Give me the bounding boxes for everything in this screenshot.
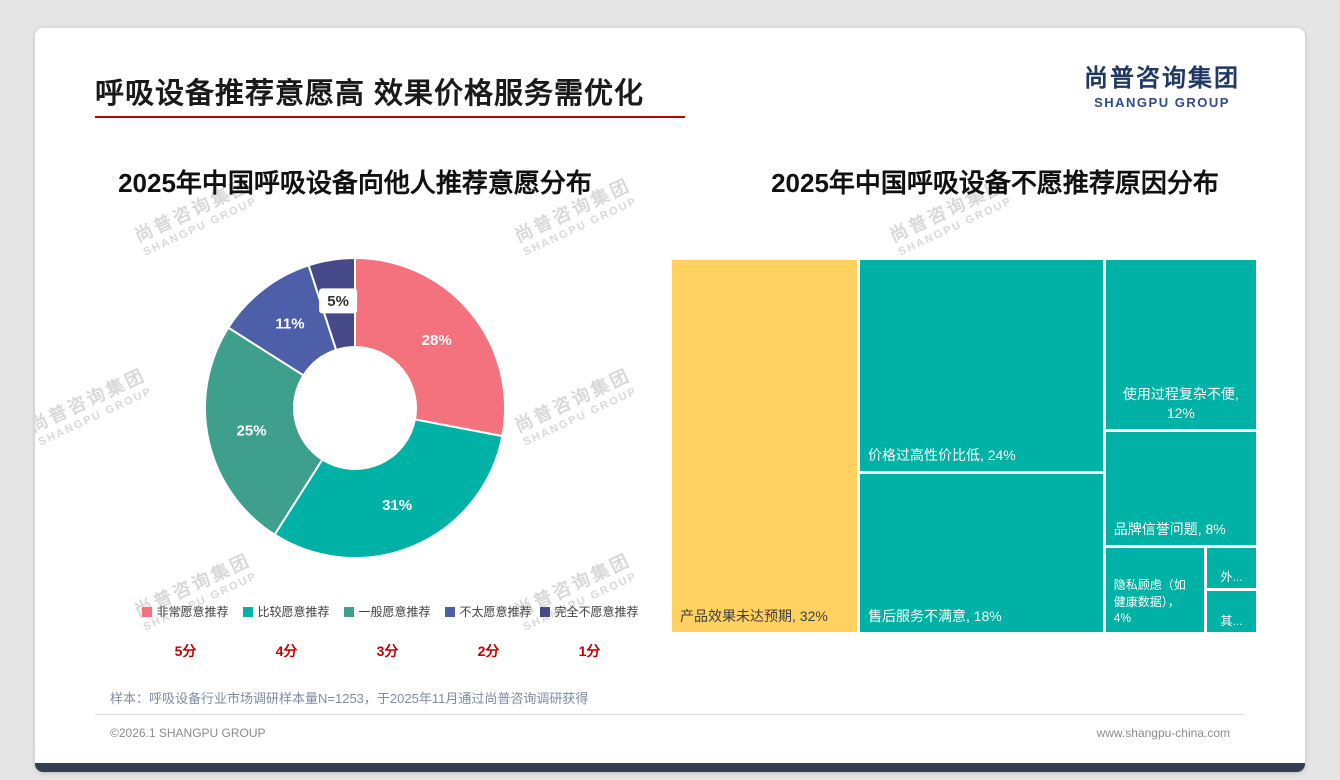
footer-copyright: ©2026.1 SHANGPU GROUP	[110, 726, 266, 740]
company-logo: 尚普咨询集团 SHANGPU GROUP	[1084, 58, 1240, 110]
watermark-en: SHANGPU GROUP	[521, 195, 640, 259]
treemap-group: 外... 其...	[1206, 547, 1256, 632]
legend-label: 比较愿意推荐	[257, 605, 330, 619]
donut-label-callout	[319, 288, 358, 314]
treemap-group: 价格过高性价比低, 24% 售后服务不满意, 18%	[859, 260, 1103, 632]
treemap-cell-外...: 外...	[1206, 547, 1256, 589]
legend-item: 完全不愿意推荐	[539, 603, 640, 620]
treemap-cell-其...: 其...	[1206, 591, 1256, 632]
donut-chart: 28% 31% 25% 11% 5%	[204, 256, 506, 559]
score-label: 4分	[275, 643, 298, 659]
treemap-chart-title: 2025年中国呼吸设备不愿推荐原因分布	[771, 168, 1219, 198]
treemap-cell-产品效果未达预期: 产品效果未达预期, 32%	[672, 260, 857, 632]
legend-item: 一般愿意推荐	[337, 603, 438, 620]
score-labels-row: 5分 4分 3分 2分 1分	[135, 641, 640, 661]
legend-label: 不太愿意推荐	[459, 605, 532, 619]
slide: 尚普咨询集团 SHANGPU GROUP 尚普咨询集团 SHANGPU GROUP 尚普…	[35, 28, 1305, 772]
watermark-en: SHANGPU GROUP	[896, 195, 1015, 259]
donut-value-label: 25%	[237, 423, 267, 440]
treemap-cell-label: 其...	[1220, 613, 1243, 628]
slide-title: 呼吸设备推荐意愿高 效果价格服务需优化	[95, 78, 645, 110]
treemap-cell-label: 售后服务不满意, 18%	[867, 608, 1002, 625]
treemap-cell-隐私顾虑（如健康数据）: 隐私顾虑（如健康数据），4%	[1105, 547, 1204, 632]
treemap-cell-label: 品牌信誉问题, 8%	[1113, 520, 1226, 537]
footer-website: www.shangpu-china.com	[1096, 726, 1230, 740]
donut-value-label: 28%	[422, 332, 452, 349]
treemap-cell-label: 外...	[1220, 570, 1243, 585]
legend-swatch	[243, 606, 254, 617]
legend-label: 非常愿意推荐	[156, 605, 229, 619]
legend-swatch	[445, 606, 456, 617]
donut-slice-非常愿意推荐	[354, 256, 506, 438]
treemap-cell-售后服务不满意: 售后服务不满意, 18%	[859, 473, 1103, 632]
legend-item: 非常愿意推荐	[135, 603, 236, 620]
treemap-cell-使用过程复杂不便: 使用过程复杂不便, 12%	[1105, 260, 1256, 429]
donut-value-label: 11%	[275, 316, 304, 333]
title-underline	[95, 116, 685, 118]
treemap-cell-品牌信誉问题: 品牌信誉问题, 8%	[1105, 431, 1256, 545]
treemap-group: 隐私顾虑（如健康数据），4% 外... 其...	[1105, 547, 1256, 632]
logo-en-text: SHANGPU GROUP	[1094, 95, 1230, 110]
treemap-group: 使用过程复杂不便, 12% 品牌信誉问题, 8% 隐私顾虑（如健康数据），4% 外..…	[1105, 260, 1256, 632]
legend-label: 一般愿意推荐	[358, 605, 431, 619]
legend-swatch	[540, 606, 551, 617]
score-label: 5分	[174, 643, 197, 659]
legend-swatch	[344, 606, 355, 617]
bottom-accent-bar	[35, 763, 1305, 772]
watermark-en: SHANGPU GROUP	[521, 570, 640, 634]
donut-value-label: 31%	[382, 497, 412, 514]
sample-note: 样本：呼吸设备行业市场调研样本量N=1253，于2025年11月通过尚普咨询调研…	[110, 691, 589, 706]
watermark-en: SHANGPU GROUP	[36, 385, 155, 449]
legend-item: 比较愿意推荐	[236, 603, 337, 620]
watermark-cn: 尚普咨询集团	[35, 364, 150, 437]
watermark-en: SHANGPU GROUP	[521, 385, 640, 449]
treemap-cell-label: 产品效果未达预期, 32%	[680, 608, 828, 625]
treemap-cell-label: 价格过高性价比低, 24%	[867, 446, 1016, 463]
donut-value-label: 5%	[327, 293, 349, 310]
donut-legend: 非常愿意推荐 比较愿意推荐 一般愿意推荐 不太愿意推荐 完全不愿意推荐	[135, 603, 640, 620]
donut-hole	[293, 346, 417, 470]
score-label: 3分	[376, 643, 399, 659]
treemap-cell-label: 隐私顾虑（如健康数据），4%	[1113, 578, 1186, 625]
treemap-chart: 产品效果未达预期, 32% 价格过高性价比低, 24% 售后服务不满意, 18% 使用…	[672, 260, 1256, 632]
treemap-cell-价格过高性价比低: 价格过高性价比低, 24%	[859, 260, 1103, 471]
donut-slice-一般愿意推荐	[204, 326, 324, 537]
donut-chart-title: 2025年中国呼吸设备向他人推荐意愿分布	[118, 168, 592, 198]
treemap-cell-label: 使用过程复杂不便, 12%	[1122, 386, 1239, 422]
logo-cn-text: 尚普咨询集团	[1084, 65, 1240, 92]
legend-item: 不太愿意推荐	[438, 603, 539, 620]
donut-slice-比较愿意推荐	[273, 418, 504, 559]
legend-label: 完全不愿意推荐	[554, 605, 639, 619]
score-label: 1分	[578, 643, 601, 659]
score-label: 2分	[477, 643, 500, 659]
legend-swatch	[142, 606, 153, 617]
footer-divider	[95, 714, 1245, 715]
watermark-en: SHANGPU GROUP	[141, 570, 260, 634]
